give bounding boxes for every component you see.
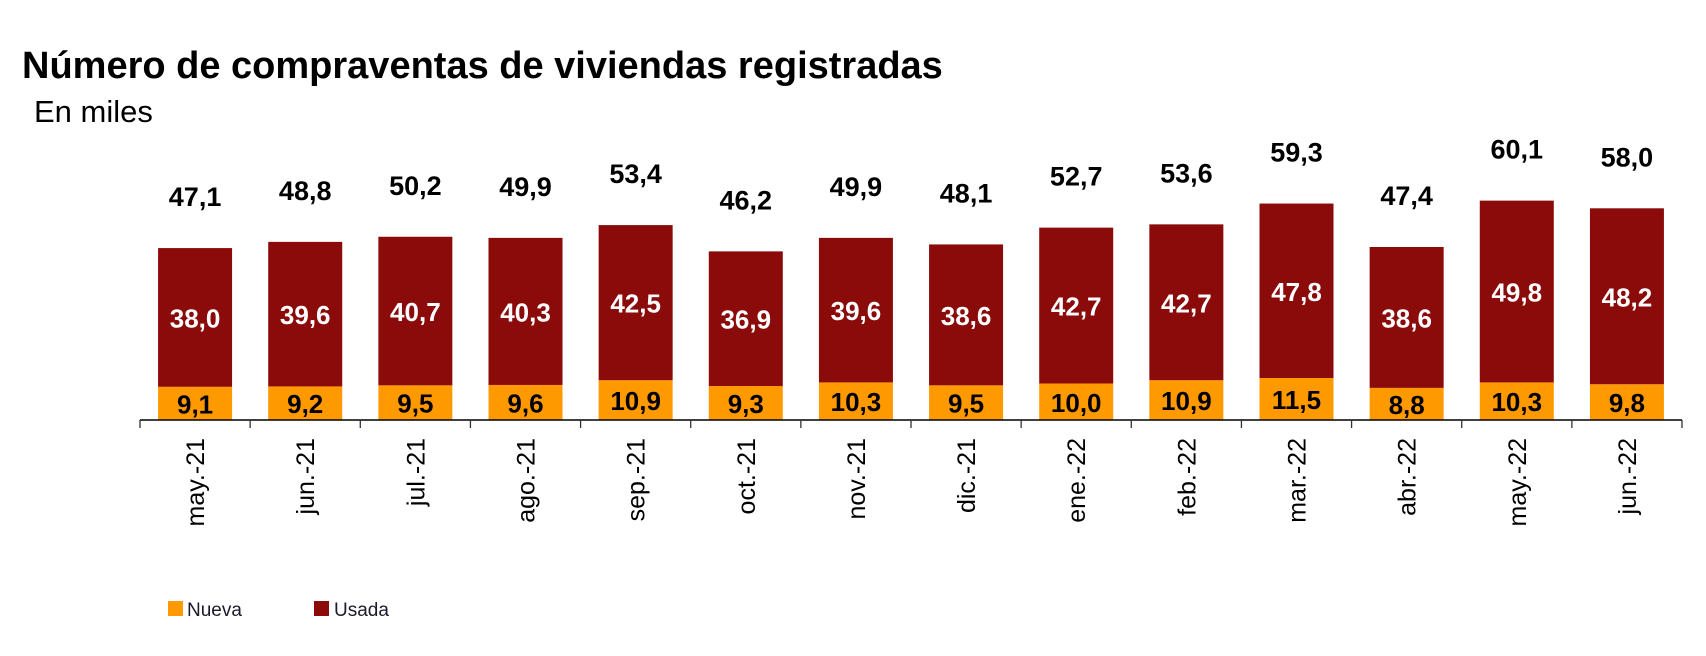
data-label-usada: 42,7 [1161,288,1212,318]
legend-label-nueva: Nueva [187,600,242,621]
bar-usada [1369,246,1444,388]
data-label-nueva: 11,5 [1272,385,1321,415]
bar-nueva [268,386,343,420]
data-label-nueva: 10,0 [1051,388,1102,418]
x-tick-label: may.-22 [1504,438,1532,526]
bar-nueva [488,384,563,420]
data-label-usada: 49,8 [1491,278,1542,308]
bar-nueva [158,386,233,420]
total-label: 53,4 [609,159,662,189]
x-tick-label: may.-21 [182,438,210,526]
bar-nueva [708,386,783,420]
total-label: 49,9 [499,172,552,202]
bar-usada [598,225,673,381]
data-label-nueva: 10,9 [610,386,661,416]
total-label: 60,1 [1491,135,1544,165]
data-label-usada: 47,8 [1271,277,1322,307]
bars: 9,1 38,0 47,1 9,2 39,6 48,8 9,5 40,7 50,2 9,6 40,3… [158,135,1664,420]
data-label-usada: 38,6 [1381,303,1432,333]
data-label-usada: 38,0 [170,303,221,333]
total-label: 47,1 [169,182,222,212]
bar-usada [708,251,783,387]
bar-usada [1039,227,1114,384]
x-tick-label: mar.-22 [1284,438,1312,523]
bar-usada [158,248,233,387]
data-label-nueva: 9,2 [287,389,323,419]
legend: Nueva Usada [168,600,389,621]
data-label-usada: 42,5 [610,289,661,319]
legend-swatch-usada [314,601,329,616]
data-label-nueva: 9,5 [397,389,433,419]
x-tick-label: oct.-21 [733,438,761,514]
data-label-nueva: 10,3 [1491,387,1542,417]
data-label-usada: 39,6 [831,296,882,326]
data-label-nueva: 10,9 [1161,386,1212,416]
data-label-usada: 39,6 [280,300,331,330]
x-tick-label: ene.-22 [1063,438,1091,523]
data-label-nueva: 8,8 [1389,390,1425,420]
x-tick-label: sep.-21 [623,438,651,521]
bar-nueva [378,385,453,420]
bar-usada [488,237,563,385]
total-label: 53,6 [1160,158,1213,188]
data-label-nueva: 10,3 [831,387,882,417]
bar-nueva [929,385,1004,420]
x-tick-label: ago.-21 [513,438,541,523]
x-tick-label: nov.-21 [843,438,871,520]
data-label-usada: 48,2 [1602,282,1653,312]
x-tick-label: jun.-21 [292,438,320,515]
data-label-usada: 42,7 [1051,292,1102,322]
bar-usada [929,244,1004,386]
bar-nueva [1369,387,1444,420]
bar-nueva [598,380,673,420]
bar-nueva [818,382,893,420]
bar-usada [1259,203,1334,379]
legend-label-usada: Usada [334,600,389,621]
x-tick-label: jun.-22 [1614,438,1642,515]
bar-nueva [1149,380,1224,420]
total-label: 49,9 [830,172,883,202]
bar-nueva [1479,382,1554,420]
data-label-usada: 40,3 [500,297,551,327]
data-label-nueva: 9,5 [948,389,984,419]
bar-nueva [1259,378,1334,420]
bar-usada [268,241,343,387]
data-label-usada: 36,9 [720,305,771,335]
data-label-nueva: 9,8 [1609,388,1645,418]
x-tick-label: feb.-22 [1173,438,1201,516]
chart-subtitle: En miles [34,94,153,129]
data-label-nueva: 9,6 [507,388,543,418]
bar-usada [378,236,453,386]
bar-nueva [1589,384,1664,420]
bar-usada [1589,208,1664,385]
bar-usada [1479,200,1554,383]
total-label: 48,8 [279,176,332,206]
data-label-nueva: 9,3 [728,389,764,419]
total-label: 50,2 [389,171,442,201]
x-tick-label: abr.-22 [1394,438,1422,516]
x-axis: may.-21 jun.-21 jul.-21 ago.-21 sep.-21 oct.-… [139,419,1683,526]
total-label: 47,4 [1380,181,1433,211]
x-tick-label: dic.-21 [953,438,981,513]
x-tick-label: jul.-21 [402,438,430,507]
total-label: 48,1 [940,178,993,208]
chart-title: Número de compraventas de viviendas regi… [22,45,943,87]
bar-nueva [1039,383,1114,420]
total-label: 52,7 [1050,162,1103,192]
total-label: 58,0 [1601,142,1654,172]
bar-usada [818,237,893,383]
total-label: 46,2 [720,185,773,215]
total-label: 59,3 [1270,138,1323,168]
data-label-usada: 40,7 [390,297,441,327]
data-label-usada: 38,6 [941,301,992,331]
data-label-nueva: 9,1 [177,389,213,419]
legend-swatch-nueva [168,601,183,616]
bar-usada [1149,224,1224,381]
